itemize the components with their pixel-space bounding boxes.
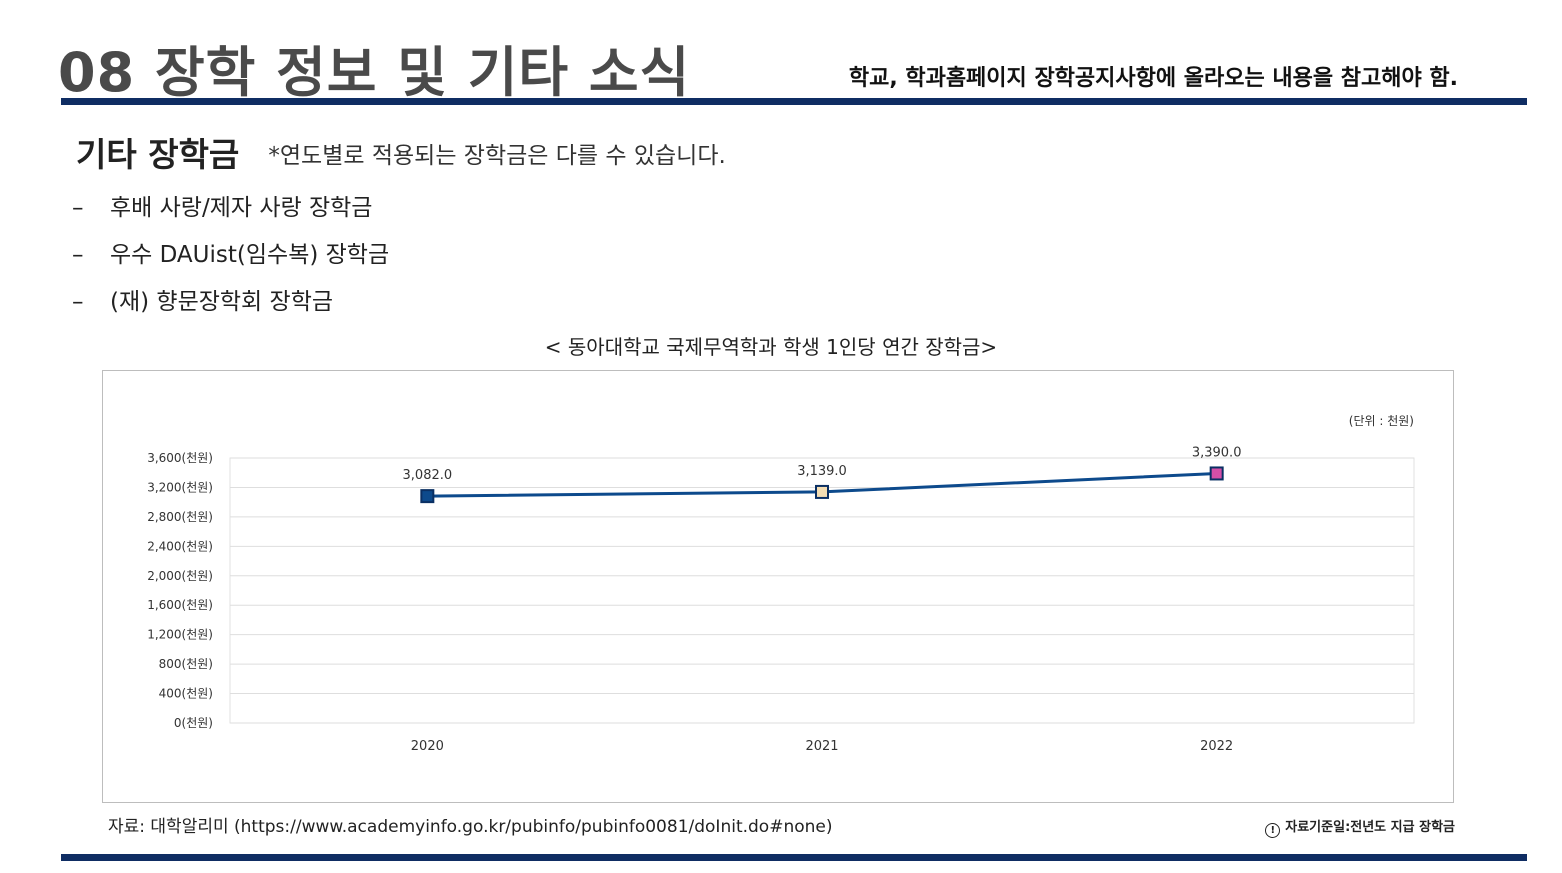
data-point (815, 484, 829, 499)
bullet-dash: – (72, 242, 84, 268)
data-point (1209, 466, 1224, 481)
list-item-text: (재) 향문장학회 장학금 (110, 289, 334, 315)
chart-caption: < 동아대학교 국제무역학과 학생 1인당 연간 장학금> (544, 335, 998, 359)
scholarship-list: – 후배 사랑/제자 사랑 장학금 – 우수 DAUist(임수복) 장학금 – (재… (72, 188, 389, 329)
list-item: – 후배 사랑/제자 사랑 장학금 (72, 188, 389, 235)
bullet-dash: – (72, 289, 84, 315)
x-tick-label: 2022 (1200, 739, 1233, 754)
page-title: 08 장학 정보 및 기타 소식 (58, 41, 691, 104)
list-item-text: 우수 DAUist(임수복) 장학금 (110, 242, 390, 268)
data-label: 3,082.0 (403, 468, 453, 483)
data-label: 3,139.0 (797, 464, 847, 479)
x-tick-label: 2021 (805, 739, 838, 754)
data-basis-note: ! 자료기준일:전년도 지급 장학금 (1265, 816, 1455, 838)
section-title: 기타 장학금 (76, 135, 240, 174)
line-chart: 0(천원) 400(천원) 800(천원) 1,200(천원) 1,600(천원) 2,0… (147, 413, 1415, 754)
data-basis-text: 자료기준일:전년도 지급 장학금 (1285, 820, 1455, 835)
y-tick-label: 400(천원) (159, 686, 213, 701)
y-tick-label: 2,000(천원) (147, 568, 213, 583)
unit-label: (단위 : 천원) (1349, 413, 1414, 428)
chart-frame: 0(천원) 400(천원) 800(천원) 1,200(천원) 1,600(천원) 2,0… (102, 370, 1454, 803)
list-item-text: 후배 사랑/제자 사랑 장학금 (110, 195, 373, 221)
top-divider (61, 98, 1527, 105)
y-tick-label: 2,800(천원) (147, 509, 213, 524)
list-item: – 우수 DAUist(임수복) 장학금 (72, 235, 389, 282)
data-label: 3,390.0 (1192, 445, 1242, 460)
bullet-dash: – (72, 195, 84, 221)
y-tick-label: 3,600(천원) (147, 450, 213, 465)
y-tick-label: 1,200(천원) (147, 627, 213, 642)
section-note: *연도별로 적용되는 장학금은 다를 수 있습니다. (268, 143, 726, 169)
y-tick-label: 3,200(천원) (147, 479, 213, 494)
source-note: 자료: 대학알리미 (https://www.academyinfo.go.kr… (108, 817, 833, 837)
y-tick-label: 1,600(천원) (147, 597, 213, 612)
y-tick-label: 2,400(천원) (147, 538, 213, 553)
y-tick-label: 0(천원) (174, 715, 213, 730)
info-icon: ! (1265, 823, 1281, 838)
list-item: – (재) 향문장학회 장학금 (72, 282, 389, 329)
bottom-divider (61, 854, 1527, 861)
x-tick-label: 2020 (411, 739, 444, 754)
header-note: 학교, 학과홈페이지 장학공지사항에 올라오는 내용을 참고해야 함. (848, 66, 1458, 91)
data-point (420, 489, 435, 504)
y-tick-label: 800(천원) (159, 656, 213, 671)
section-heading: 기타 장학금 *연도별로 적용되는 장학금은 다를 수 있습니다. (76, 128, 726, 176)
